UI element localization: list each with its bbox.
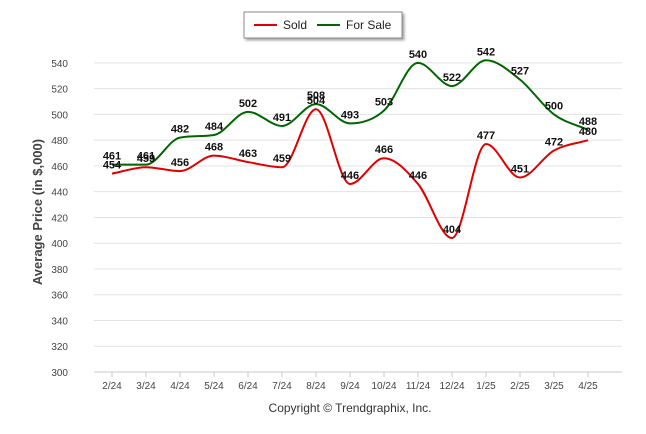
data-label-for-sale: 527 bbox=[511, 66, 529, 78]
x-tick-label: 3/24 bbox=[136, 381, 156, 392]
y-tick-label: 480 bbox=[51, 136, 68, 147]
x-tick-label: 12/24 bbox=[439, 381, 464, 392]
data-label-sold: 404 bbox=[443, 224, 462, 236]
data-label-for-sale: 542 bbox=[477, 46, 495, 58]
x-tick-label: 10/24 bbox=[371, 381, 396, 392]
y-tick-label: 360 bbox=[51, 291, 68, 302]
data-label-for-sale: 503 bbox=[375, 97, 393, 109]
data-label-sold: 463 bbox=[239, 148, 257, 160]
legend-label-for-sale: For Sale bbox=[346, 18, 392, 32]
data-label-sold: 477 bbox=[477, 130, 495, 142]
x-tick-label: 7/24 bbox=[272, 381, 292, 392]
legend: Sold For Sale bbox=[243, 11, 403, 39]
data-label-sold: 446 bbox=[409, 170, 427, 182]
y-tick-label: 300 bbox=[51, 368, 68, 379]
series-line-sold bbox=[111, 108, 589, 240]
data-label-sold: 472 bbox=[545, 136, 563, 148]
x-tick-label: 5/24 bbox=[204, 381, 224, 392]
series-line-for-sale bbox=[111, 59, 589, 166]
data-label-for-sale: 482 bbox=[171, 124, 189, 136]
x-tick-label: 9/24 bbox=[340, 381, 360, 392]
data-label-sold: 446 bbox=[341, 170, 359, 182]
x-tick-label: 2/24 bbox=[102, 381, 122, 392]
data-label-for-sale: 484 bbox=[205, 121, 224, 133]
series-lines bbox=[111, 59, 589, 240]
data-label-sold: 504 bbox=[307, 95, 326, 107]
data-label-for-sale: 488 bbox=[579, 116, 597, 128]
data-label-sold: 466 bbox=[375, 144, 393, 156]
data-label-sold: 451 bbox=[511, 164, 529, 176]
data-label-sold: 468 bbox=[205, 142, 223, 154]
y-axis-label: Average Price (in $,000) bbox=[30, 139, 45, 285]
data-label-sold: 456 bbox=[171, 157, 189, 169]
y-tick-label: 380 bbox=[51, 265, 68, 276]
data-labels: 454 459 456 468 463 459 504 446 466 446 404 477 451 4… bbox=[103, 46, 597, 236]
y-tick-label: 520 bbox=[51, 85, 68, 96]
data-label-for-sale: 508 bbox=[307, 90, 325, 102]
y-tick-label: 420 bbox=[51, 213, 68, 224]
data-label-sold: 459 bbox=[273, 153, 291, 165]
data-label-for-sale: 493 bbox=[341, 109, 359, 121]
data-label-sold: 480 bbox=[579, 126, 597, 138]
data-label-for-sale: 540 bbox=[409, 49, 427, 61]
x-axis: 2/24 3/24 4/24 5/24 6/24 7/24 8/24 9/24 10/24 11/… bbox=[102, 372, 598, 392]
y-tick-label: 540 bbox=[51, 59, 68, 70]
x-tick-label: 4/24 bbox=[170, 381, 190, 392]
data-label-for-sale: 491 bbox=[273, 112, 291, 124]
data-label-sold: 459 bbox=[137, 153, 155, 165]
x-tick-label: 2/25 bbox=[510, 381, 530, 392]
legend-label-sold: Sold bbox=[283, 18, 307, 32]
data-label-for-sale: 500 bbox=[545, 100, 563, 112]
data-label-for-sale: 461 bbox=[103, 151, 121, 163]
copyright-credit: Copyright © Trendgraphix, Inc. bbox=[269, 401, 432, 415]
x-tick-label: 6/24 bbox=[238, 381, 258, 392]
data-label-for-sale: 461 bbox=[137, 151, 155, 163]
data-label-for-sale: 522 bbox=[443, 72, 461, 84]
data-label-sold: 454 bbox=[103, 160, 122, 172]
x-tick-label: 3/25 bbox=[544, 381, 564, 392]
x-tick-label: 11/24 bbox=[406, 381, 431, 392]
x-tick-label: 1/25 bbox=[476, 381, 496, 392]
y-tick-label: 500 bbox=[51, 110, 68, 121]
data-label-for-sale: 502 bbox=[239, 98, 257, 110]
y-tick-label: 400 bbox=[51, 239, 68, 250]
x-tick-label: 8/24 bbox=[306, 381, 326, 392]
y-axis: 300 320 340 360 380 400 420 440 460 480 500 520 540 bbox=[51, 59, 68, 379]
y-tick-label: 460 bbox=[51, 162, 68, 173]
y-tick-label: 340 bbox=[51, 316, 68, 327]
y-tick-label: 440 bbox=[51, 188, 68, 199]
grid-lines bbox=[94, 62, 622, 347]
x-tick-label: 4/25 bbox=[578, 381, 598, 392]
y-tick-label: 320 bbox=[51, 342, 68, 353]
